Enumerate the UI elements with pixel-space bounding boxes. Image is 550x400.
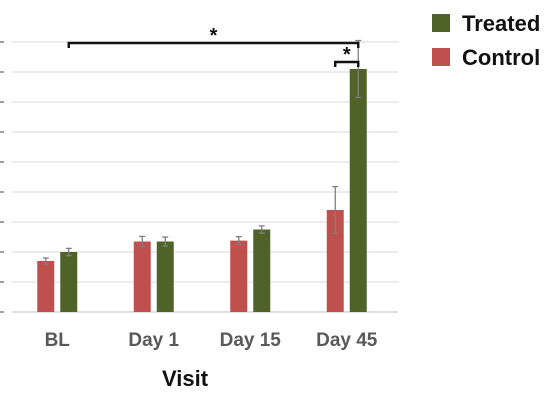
legend-label-treated: Treated (462, 11, 540, 36)
bar-control-day-1 (133, 241, 151, 312)
significance-bracket-long (67, 41, 360, 48)
bar-treated-bl (60, 252, 78, 312)
bar-treated-day-15 (253, 229, 271, 312)
legend-swatch-control (432, 48, 450, 66)
x-tick-label: Day 1 (128, 330, 179, 351)
error-bars (42, 39, 362, 265)
x-tick-label: Day 15 (220, 330, 282, 351)
bar-control-day-15 (230, 240, 248, 312)
legend-swatch-treated (432, 14, 450, 32)
bars (37, 69, 367, 312)
bar-control-bl (37, 261, 55, 312)
x-tick-labels: BL Day 1 Day 15 Day 45 (45, 330, 378, 351)
x-tick-label: Day 45 (316, 330, 378, 351)
significance-star: * (210, 25, 218, 47)
bar-treated-day-45 (349, 69, 367, 312)
legend-label-control: Control (462, 45, 540, 70)
legend: Treated Control (432, 11, 540, 70)
x-axis-title: Visit (162, 366, 209, 391)
bar-control-day-45 (326, 210, 344, 312)
significance-star: * (343, 44, 351, 66)
significance-brackets: ** (67, 25, 360, 67)
bar-treated-day-1 (156, 241, 174, 312)
significance-bracket-short (334, 60, 360, 67)
x-tick-label: BL (45, 330, 71, 351)
